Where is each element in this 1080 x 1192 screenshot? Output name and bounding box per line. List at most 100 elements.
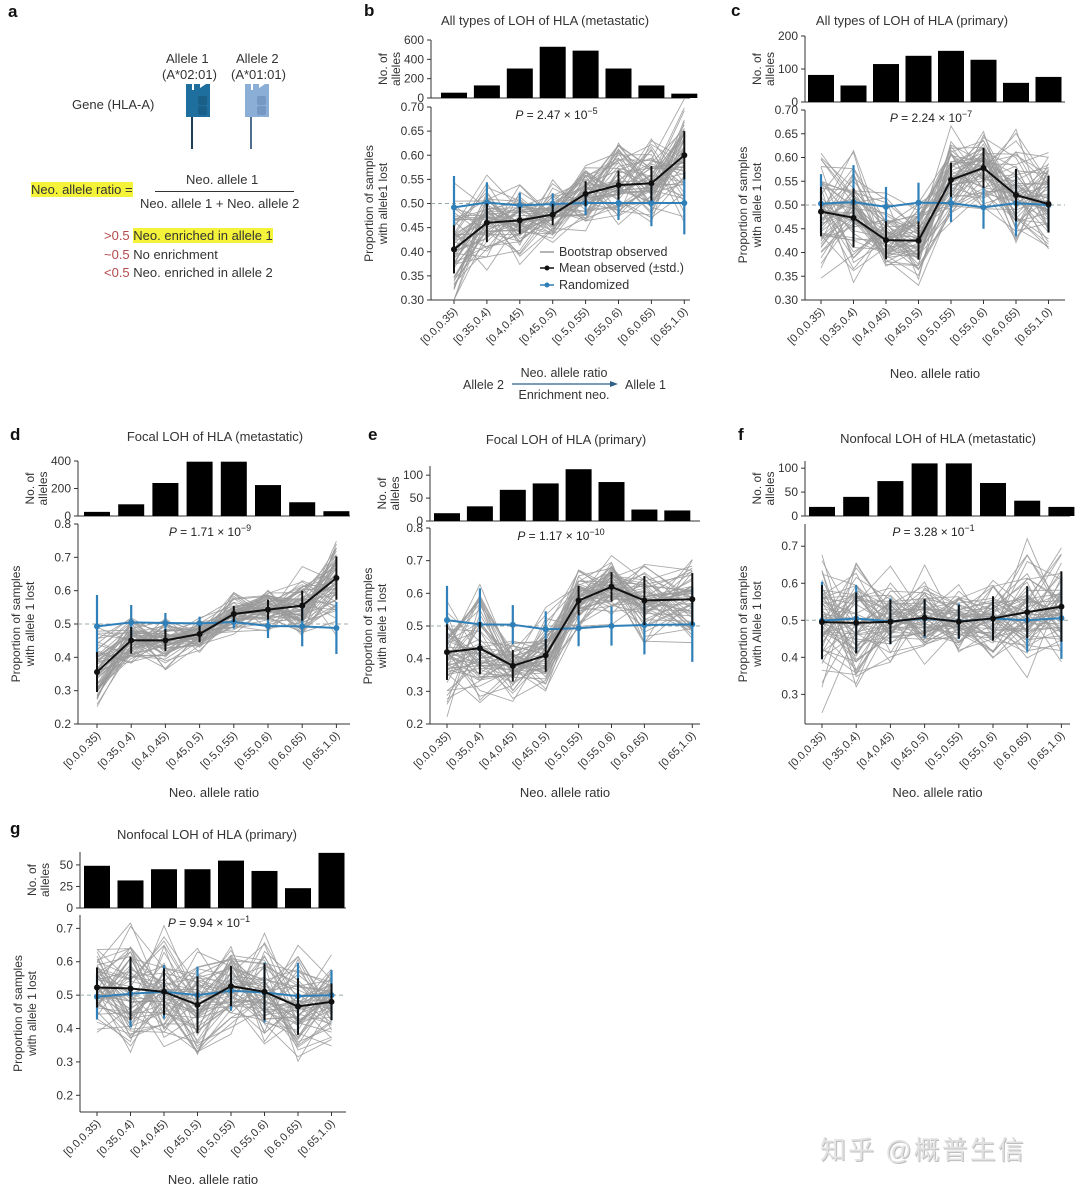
bootstrap-line bbox=[453, 145, 685, 237]
y-tick-label: 0.7 bbox=[406, 554, 423, 568]
bootstrap-line bbox=[446, 588, 693, 680]
mean-point bbox=[299, 602, 306, 609]
histogram-bar bbox=[118, 504, 145, 516]
y-axis-label-line: with Allele 1 lost bbox=[750, 581, 764, 668]
mean-point bbox=[1013, 192, 1019, 199]
x-tick-label: [0.6,0.65) bbox=[609, 730, 650, 771]
p-value-symbol: P bbox=[515, 108, 523, 122]
mean-point bbox=[850, 214, 857, 221]
bootstrap-line bbox=[821, 593, 1062, 663]
legend-bootstrap-label: Bootstrap observed bbox=[559, 245, 667, 259]
randomized-line bbox=[96, 620, 337, 629]
y-tick-label: 0.35 bbox=[775, 269, 799, 283]
x-tick-label: [0.65,1.0) bbox=[296, 1118, 337, 1159]
mean-line bbox=[453, 154, 685, 251]
bootstrap-line bbox=[453, 146, 685, 289]
histogram-bar bbox=[638, 85, 665, 98]
legend-randomized-label: Randomized bbox=[559, 278, 629, 292]
bootstrap-line bbox=[96, 969, 332, 1056]
chart-title: Nonfocal LOH of HLA (metastatic) bbox=[840, 431, 1036, 446]
y-tick-label: 0.3 bbox=[781, 687, 798, 701]
bar-y-axis-label-line: No. of bbox=[375, 477, 389, 510]
threshold-text: Neo. enriched in allele 2 bbox=[133, 265, 273, 280]
histogram-bar bbox=[873, 64, 899, 102]
randomized-point bbox=[883, 203, 889, 210]
mean-point bbox=[648, 180, 655, 187]
bootstrap-line bbox=[96, 947, 332, 1051]
y-tick-label: 0.5 bbox=[56, 988, 73, 1002]
histogram-bar bbox=[218, 860, 244, 908]
histogram-bar bbox=[605, 68, 632, 98]
bootstrap-line bbox=[96, 572, 337, 686]
randomized-point bbox=[265, 623, 271, 629]
panel-f: f Nonfocal LOH of HLA (metastatic)050100N… bbox=[736, 425, 1075, 800]
mean-point bbox=[575, 597, 582, 604]
x-axis-label: Neo. allele ratio bbox=[890, 366, 980, 381]
bootstrap-line bbox=[821, 599, 1062, 658]
mean-point bbox=[582, 190, 589, 197]
bar-y-axis-label: No. ofalleles bbox=[376, 52, 403, 86]
chart-title: All types of LOH of HLA (primary) bbox=[816, 13, 1008, 28]
y-tick-label: 0.2 bbox=[54, 717, 71, 731]
bar-y-axis-label-line: alleles bbox=[388, 476, 402, 510]
mean-point bbox=[689, 596, 696, 603]
mean-point bbox=[516, 217, 523, 224]
histogram-bar bbox=[539, 46, 566, 98]
p-value: P = 1.17 × 10−10 bbox=[517, 527, 604, 543]
panel-letter-e: e bbox=[368, 425, 377, 444]
legend-row-enriched-2: <0.5 Neo. enriched in allele 2 bbox=[104, 265, 273, 280]
enrichment-arrow-annotation: Allele 2 Neo. allele ratio Enrichment neo.… bbox=[463, 366, 666, 402]
histogram-bar bbox=[84, 511, 110, 516]
bar-y-axis-label: No. ofalleles bbox=[375, 476, 402, 510]
y-tick-label: 0.5 bbox=[781, 613, 798, 627]
bootstrap-line bbox=[96, 944, 332, 1043]
y-tick-label: 0.7 bbox=[56, 921, 73, 935]
y-tick-label: 0.70 bbox=[775, 103, 799, 117]
gene-label: Gene (HLA-A) bbox=[72, 97, 155, 112]
y-axis-label-line: with allele 1 lost bbox=[25, 970, 39, 1056]
mean-point bbox=[451, 246, 457, 253]
y-tick-label: 0.2 bbox=[406, 717, 423, 731]
p-value: P = 1.71 × 10−9 bbox=[169, 523, 251, 539]
mean-point bbox=[230, 611, 237, 617]
bootstrap-line bbox=[96, 955, 332, 1011]
ratio-numerator: Neo. allele 1 bbox=[186, 172, 259, 187]
histogram-bar bbox=[1035, 76, 1062, 102]
legend-mean-marker bbox=[544, 265, 550, 271]
mean-point bbox=[921, 614, 928, 621]
panel-letter-f: f bbox=[738, 425, 744, 444]
y-axis-label-line: with allele 1 lost bbox=[750, 162, 764, 248]
randomized-point bbox=[196, 620, 203, 627]
arrow-left-label: Allele 2 bbox=[463, 378, 504, 392]
bootstrap-line bbox=[96, 958, 332, 1033]
randomized-point bbox=[516, 202, 523, 209]
bootstrap-line bbox=[96, 965, 332, 1038]
y-tick-label: 0.50 bbox=[401, 197, 425, 211]
bootstrap-line bbox=[96, 950, 332, 1015]
bootstrap-line bbox=[96, 924, 332, 1031]
bar-y-axis-label: No. ofalleles bbox=[750, 471, 777, 505]
x-tick-label: [0.65,1.0) bbox=[301, 730, 342, 771]
bootstrap-line bbox=[821, 573, 1062, 652]
y-axis-label-line: Proportion of samples bbox=[9, 566, 23, 683]
panel-letter-g: g bbox=[10, 819, 20, 838]
randomized-point bbox=[615, 200, 622, 207]
mean-point bbox=[265, 606, 271, 613]
bar-y-tick-label: 0 bbox=[64, 509, 71, 523]
arrow-bottom-label: Enrichment neo. bbox=[518, 388, 609, 402]
randomized-line bbox=[820, 201, 1049, 209]
bootstrap-line bbox=[453, 157, 685, 256]
mean-point bbox=[295, 1003, 301, 1010]
bootstrap-line bbox=[446, 563, 693, 656]
histogram-bar bbox=[289, 502, 316, 516]
randomized-point bbox=[451, 204, 457, 211]
y-axis-label-line: Proportion of samples bbox=[361, 568, 375, 685]
bootstrap-line bbox=[820, 156, 1049, 256]
bootstrap-line bbox=[820, 154, 1049, 284]
randomized-point bbox=[162, 620, 169, 626]
histogram-bar bbox=[1003, 82, 1029, 102]
bar-y-tick-label: 0 bbox=[791, 509, 798, 523]
y-tick-label: 0.45 bbox=[401, 221, 425, 235]
legend-randomized-marker bbox=[544, 282, 550, 288]
